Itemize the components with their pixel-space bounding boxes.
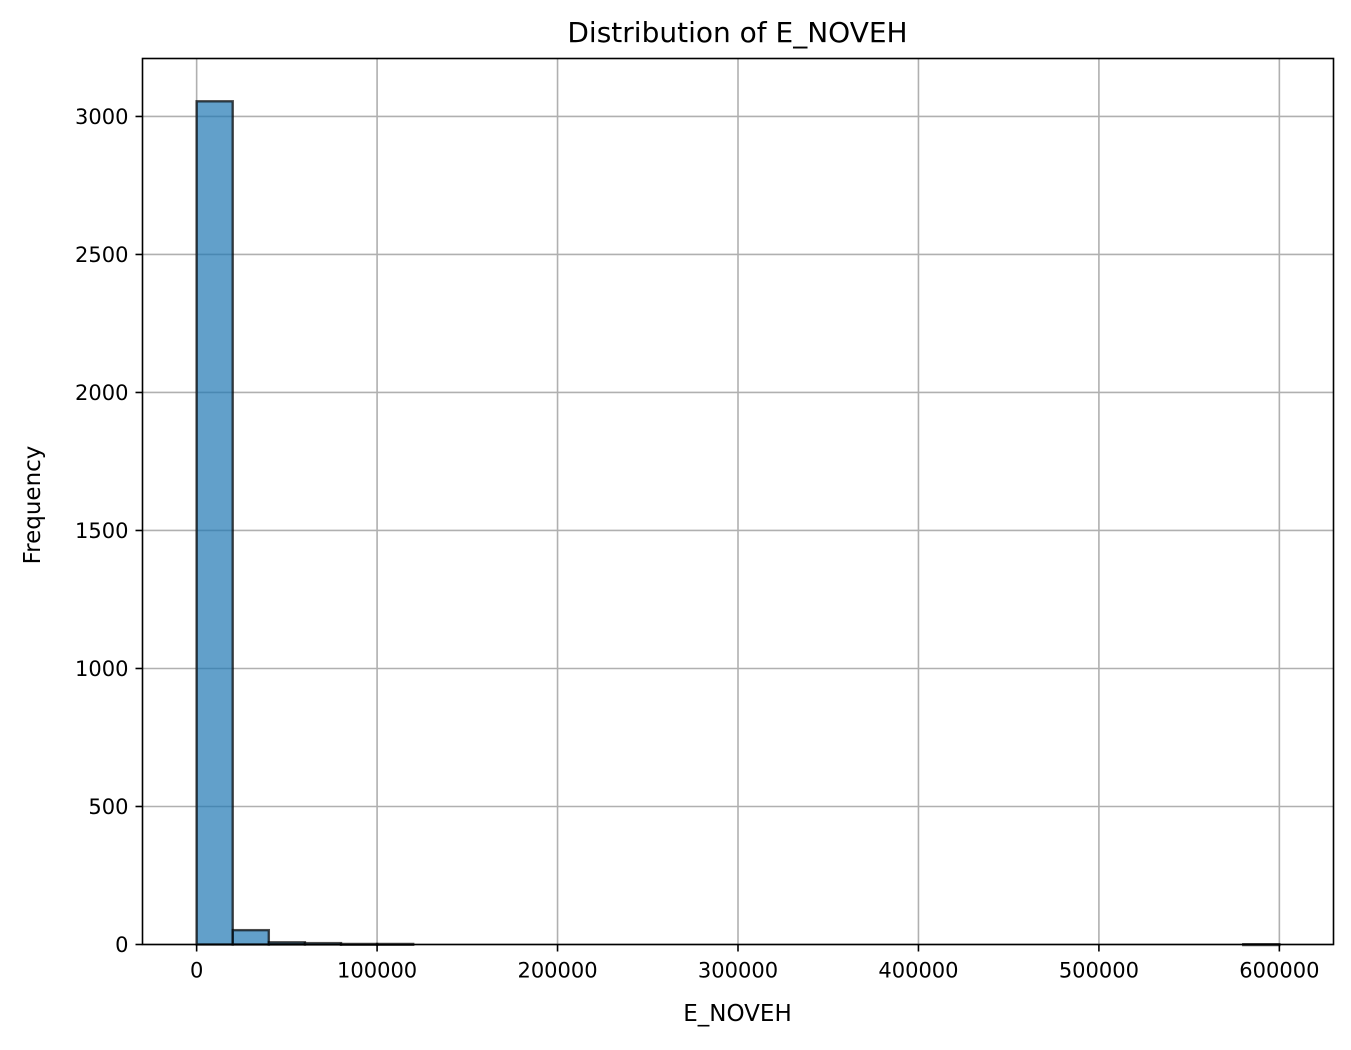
x-tick-label: 600000 <box>1239 959 1319 983</box>
x-tick-label: 300000 <box>698 959 778 983</box>
y-tick-label: 2000 <box>75 381 128 405</box>
y-tick-label: 1500 <box>75 519 128 543</box>
ticks-layer: 0 100000 200000 300000 400000 500000 600000 0 50… <box>75 105 1319 983</box>
x-tick-label: 200000 <box>517 959 597 983</box>
y-tick-label: 500 <box>88 795 128 819</box>
y-tick-label: 0 <box>115 933 128 957</box>
y-tick-label: 2500 <box>75 243 128 267</box>
histogram-bar <box>231 928 271 946</box>
chart-title: Distribution of E_NOVEH <box>567 16 907 49</box>
histogram-bar <box>195 100 234 946</box>
y-tick-label: 3000 <box>75 105 128 129</box>
x-axis-label: E_NOVEH <box>683 1001 792 1027</box>
x-tick-label: 400000 <box>878 959 958 983</box>
x-tick-label: 500000 <box>1059 959 1139 983</box>
y-axis-label: Frequency <box>20 446 46 565</box>
grid-layer <box>142 58 1334 946</box>
x-tick-label: 0 <box>190 959 203 983</box>
x-tick-label: 100000 <box>337 959 417 983</box>
y-tick-label: 1000 <box>75 657 128 681</box>
